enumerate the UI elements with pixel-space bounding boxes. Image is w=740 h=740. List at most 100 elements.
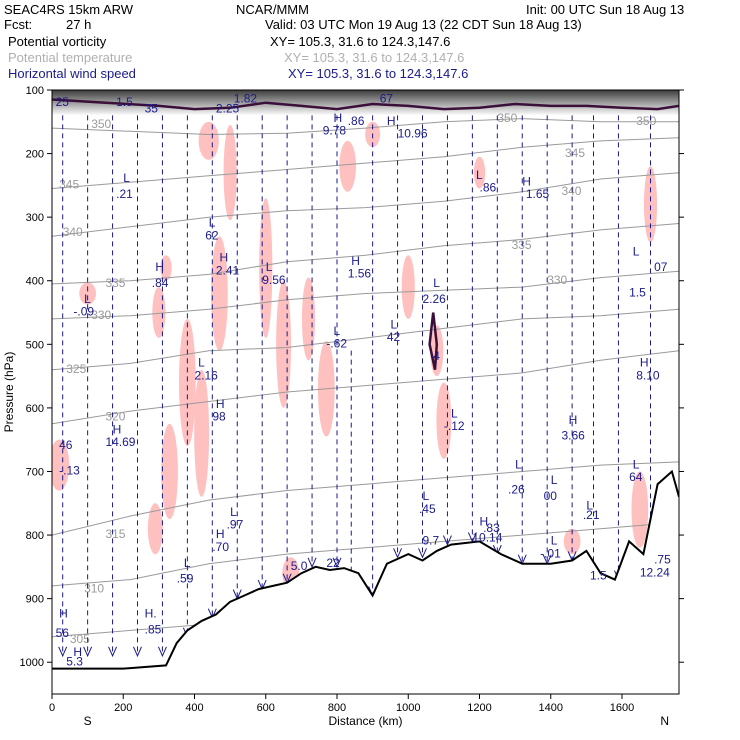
pv-patch <box>161 423 178 520</box>
extrema-label: 1.56 <box>348 267 372 281</box>
pv-patch <box>52 439 70 491</box>
extrema-label: H <box>216 397 225 411</box>
extrema-label: .21 <box>116 187 133 201</box>
wind-arrowhead <box>108 646 118 658</box>
wind-arrowhead <box>393 548 403 559</box>
pv-patch <box>339 140 357 192</box>
theta-label: 310 <box>84 581 104 595</box>
y-tick-label: 500 <box>26 339 44 351</box>
extrema-label: 5.3 <box>66 654 83 668</box>
theta-label: 345 <box>59 178 79 192</box>
y-tick-label: 200 <box>26 149 44 161</box>
pv-patch <box>198 121 219 160</box>
fcst-value: 27 h <box>66 17 92 32</box>
extrema-label: H <box>387 114 396 128</box>
theta-label: 325 <box>66 362 86 376</box>
extrema-label: 9.78 <box>323 124 347 138</box>
field-xy-wind: XY= 105.3, 31.6 to 124.3,147.6 <box>288 66 469 81</box>
extrema-label: L <box>230 505 237 519</box>
pv-contour <box>428 312 439 370</box>
wind-arrowhead <box>83 646 93 658</box>
extrema-label: H <box>73 645 82 659</box>
extrema-label: 1.82 <box>234 92 258 106</box>
extrema-label: L <box>209 216 216 230</box>
theta-contour-320 <box>52 350 679 425</box>
theta-label: 315 <box>105 527 125 541</box>
extrema-label: -.12 <box>444 419 465 433</box>
field-xy-theta: XY= 105.3, 31.6 to 124.3,147.6 <box>284 50 465 65</box>
extrema-label: 4 <box>433 349 440 363</box>
pv-patch <box>179 318 196 447</box>
pv-patch <box>223 124 237 221</box>
y-tick-label: 900 <box>26 594 44 606</box>
extrema-label: -.09 <box>73 305 94 319</box>
theta-contour-315 <box>52 461 679 536</box>
x-tick-label: 1000 <box>396 702 420 714</box>
extrema-label: L <box>423 489 430 503</box>
wind-arrowhead <box>332 557 342 569</box>
extrema-label: 35 <box>145 101 159 115</box>
extrema-label: H <box>569 413 578 427</box>
extrema-label: .86 <box>480 181 497 195</box>
pv-patch <box>79 282 96 305</box>
extrema-label: L <box>433 276 440 290</box>
extrema-label: 3.66 <box>561 429 585 443</box>
field-name-pv: Potential vorticity <box>8 34 107 49</box>
extrema-label: H <box>59 607 68 621</box>
extrema-label: 46 <box>59 438 73 452</box>
extrema-label: 12.24 <box>640 565 670 579</box>
pv-patch <box>301 277 316 361</box>
theta-contour-335 <box>52 223 679 285</box>
theta-label: 335 <box>512 238 532 252</box>
extrema-label: L <box>390 317 397 331</box>
extrema-label: 37 <box>576 79 590 93</box>
field-name-theta: Potential temperature <box>8 50 133 65</box>
extrema-label: 56 <box>56 626 70 640</box>
wind-arrowhead <box>307 557 317 569</box>
terrain-fill <box>52 471 679 694</box>
wind-arrowhead <box>157 646 167 658</box>
extrema-label: H <box>333 111 342 125</box>
theta-label: 335 <box>105 276 125 290</box>
extrema-label: 67 <box>380 92 394 106</box>
extrema-label: L <box>551 473 558 487</box>
y-tick-label: 400 <box>26 276 44 288</box>
extrema-label: .83 <box>483 521 500 535</box>
wind-arrowhead <box>418 548 427 559</box>
extrema-label: .45 <box>419 502 436 516</box>
extrema-label: 22 <box>326 556 340 570</box>
extrema-label: 64 <box>629 470 643 484</box>
extrema-label: .70 <box>212 540 229 554</box>
pv-patch <box>473 156 486 189</box>
extrema-label: H <box>480 515 489 529</box>
y-tick-label: 800 <box>26 530 44 542</box>
y-tick-label: 100 <box>26 85 44 97</box>
extrema-label: 42 <box>387 330 401 344</box>
extrema-label: -.01 <box>540 546 561 560</box>
extrema-label: 1.5 <box>116 95 133 109</box>
x-tick-label: 1600 <box>610 702 634 714</box>
pv-patch <box>401 255 415 319</box>
theta-label: 320 <box>105 410 125 424</box>
x-tick-label: 1200 <box>467 702 491 714</box>
extrema-label: H <box>113 422 122 436</box>
upper-band <box>52 90 679 116</box>
extrema-label: 10.96 <box>398 127 428 141</box>
extrema-label: 25 <box>56 95 70 109</box>
pv-patch <box>211 236 228 351</box>
pv-contour <box>52 98 679 111</box>
y-tick-label: 1000 <box>20 657 44 669</box>
theta-label: 305 <box>70 632 90 646</box>
x-tick-label: 800 <box>328 702 346 714</box>
extrema-label: H <box>155 260 164 274</box>
theta-label: 340 <box>63 225 83 239</box>
model-label: SEAC4RS 15km ARW <box>4 2 134 17</box>
theta-label: 345 <box>565 146 585 160</box>
wind-arrowhead <box>133 646 142 658</box>
y-axis-label: Pressure (hPa) <box>2 352 16 433</box>
theta-contour-310 <box>52 521 679 587</box>
extrema-label: 14.69 <box>105 435 135 449</box>
extrema-label: .85 <box>145 623 162 637</box>
init-label: Init: 00 UTC Sun 18 Aug 13 <box>526 2 685 17</box>
x-tick-label: 1400 <box>539 702 563 714</box>
